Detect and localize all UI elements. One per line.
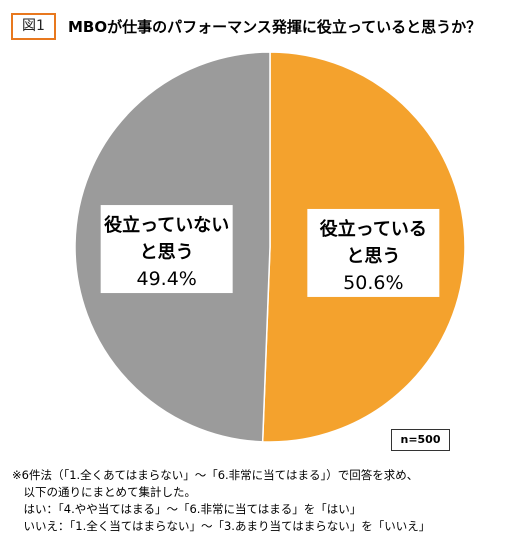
slice-category-label: 役立っていない — [104, 214, 229, 236]
slice-label-box — [307, 208, 440, 297]
slice-category-label: と思う — [140, 242, 194, 263]
chart-title: MBOが仕事のパフォーマンス発揮に役立っていると思うか？ — [68, 18, 482, 36]
footnote-line: ※6件法（「1.全くあてはまらない」〜「6.非常に当てはまる」）で回答を求め、 — [12, 468, 419, 482]
slice-value-label: 49.4% — [136, 268, 196, 290]
footnote-line: いいえ：「1.全く当てはまらない」〜「3.あまり当てはまらない」を「いいえ」 — [12, 519, 431, 533]
slice-label-box — [100, 205, 233, 294]
slice-category-label: 役立っている — [320, 218, 427, 240]
slice-value-label: 50.6% — [343, 272, 403, 294]
slice-category-label: と思う — [346, 246, 400, 267]
sample-size-label: n=500 — [391, 429, 450, 451]
footnote-line: はい：「4.やや当てはまる」〜「6.非常に当てはまる」を「はい」 — [12, 502, 362, 516]
footnote-line: 以下の通りにまとめて集計した。 — [12, 485, 196, 499]
figure-number-badge: 図1 — [11, 13, 56, 40]
footnote: ※6件法（「1.全くあてはまらない」〜「6.非常に当てはまる」）で回答を求め、 … — [12, 467, 527, 535]
